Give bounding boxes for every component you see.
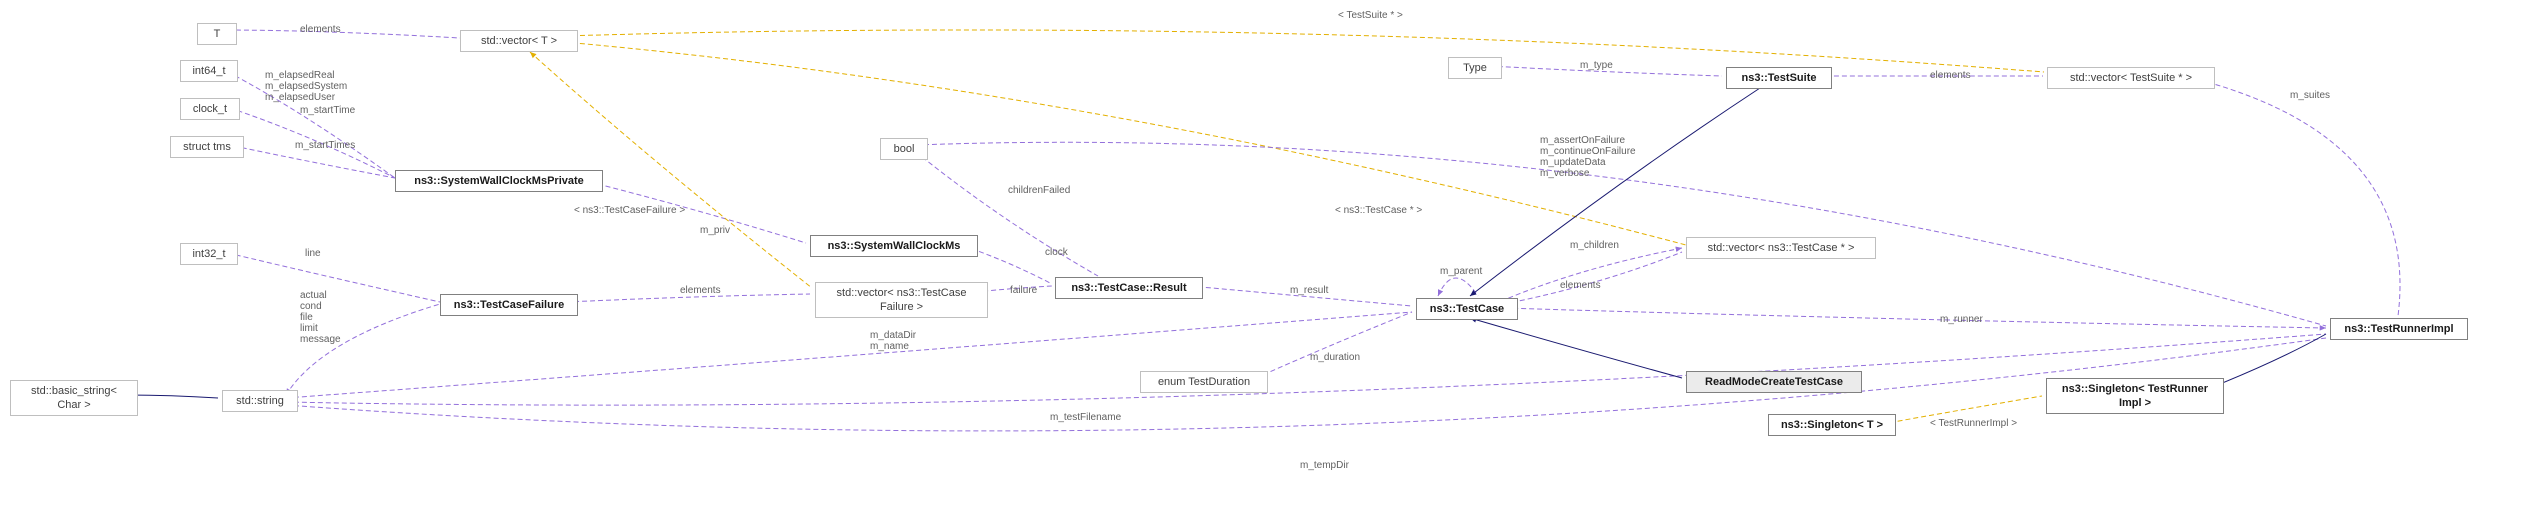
edge-label-std_string-TestCase: m_dataDirm_name [870, 330, 916, 352]
edge-label-vec_T-vec_TC: < ns3::TestCase * > [1335, 205, 1422, 216]
node-TestCase[interactable]: ns3::TestCase [1416, 298, 1518, 320]
edge-label-Type-TestSuite: m_type [1580, 60, 1613, 71]
node-ReadMode[interactable]: ReadModeCreateTestCase [1686, 371, 1862, 393]
edge-vec_TS-TestRunnerImpl [2200, 80, 2400, 316]
edge-label-Singleton_T-Singleton_TRI: < TestRunnerImpl > [1930, 418, 2017, 429]
node-vec_TC[interactable]: std::vector< ns3::TestCase * > [1686, 237, 1876, 259]
edge-basic_string-std_string [126, 395, 218, 398]
edge-Singleton_T-Singleton_TRI [1882, 396, 2042, 424]
node-TestDuration[interactable]: enum TestDuration [1140, 371, 1268, 393]
edge-label-vec_TC-TestCase: m_children [1570, 240, 1619, 251]
node-TestRunnerImpl[interactable]: ns3::TestRunnerImpl [2330, 318, 2468, 340]
edge-struct_tms-SysWallPriv [234, 146, 395, 178]
edge-label-vec_T-vec_TCF: < ns3::TestCaseFailure > [574, 205, 685, 216]
node-TestCaseFailure[interactable]: ns3::TestCaseFailure [440, 294, 578, 316]
edge-std_string-TestCaseFailure [286, 304, 440, 395]
edge-T-vec_T [220, 30, 460, 38]
edge-clock_t-SysWallPriv [230, 108, 395, 178]
edge-label-vec_T-vec_TS: < TestSuite * > [1338, 10, 1403, 21]
edge-label-bool-TC_Result: childrenFailed [1008, 185, 1070, 196]
diagram-canvas: Tint64_tclock_tstruct tmsint32_tstd::bas… [0, 0, 2545, 511]
edge-Type-TestSuite [1490, 66, 1722, 76]
edge-vec_T-vec_TC [564, 42, 1686, 245]
edge-SysWallPriv-SysWall [590, 182, 806, 243]
edge-int64_t-SysWallPriv [228, 72, 395, 178]
edge-TestCase-TestCase [1438, 278, 1478, 296]
node-int64_t[interactable]: int64_t [180, 60, 238, 82]
edge-TestDuration-TestCase [1256, 312, 1412, 378]
edge-std_string-TestRunnerImpl [286, 338, 2326, 431]
edge-std_string-TestRunnerImpl [286, 334, 2326, 405]
edge-label-clock_t-SysWallPriv: m_startTime [300, 105, 355, 116]
edge-label-TestDuration-TestCase: m_duration [1310, 352, 1360, 363]
edge-label-std_string-TestRunnerImpl: m_testFilename [1050, 412, 1121, 423]
edge-int32_t-TestCaseFailure [228, 253, 440, 302]
edge-TestCase-vec_TC [1504, 252, 1682, 304]
edge-label-std_string-TestRunnerImpl: m_tempDir [1300, 460, 1349, 471]
edge-vec_T-vec_TS [564, 30, 2044, 72]
edge-vec_TC-TestCase [1504, 248, 1682, 300]
edge-label-T-vec_T: elements [300, 24, 341, 35]
node-vec_TCF[interactable]: std::vector< ns3::TestCaseFailure > [815, 282, 988, 318]
node-TC_Result[interactable]: ns3::TestCase::Result [1055, 277, 1203, 299]
edge-label-int32_t-TestCaseFailure: line [305, 248, 321, 259]
edge-TestRunnerImpl-TestCase [1504, 308, 2326, 328]
edge-label-SysWall-TC_Result: clock [1045, 247, 1068, 258]
node-bool[interactable]: bool [880, 138, 928, 160]
edge-label-int64_t-SysWallPriv: m_elapsedRealm_elapsedSystemm_elapsedUse… [265, 70, 347, 103]
node-int32_t[interactable]: int32_t [180, 243, 238, 265]
edge-label-vec_TS-TestRunnerImpl: m_suites [2290, 90, 2330, 101]
node-vec_T[interactable]: std::vector< T > [460, 30, 578, 52]
edge-label-TestCase-TestCase: m_parent [1440, 266, 1482, 277]
node-struct_tms[interactable]: struct tms [170, 136, 244, 158]
node-SysWall[interactable]: ns3::SystemWallClockMs [810, 235, 978, 257]
node-TestSuite[interactable]: ns3::TestSuite [1726, 67, 1832, 89]
node-vec_TS[interactable]: std::vector< TestSuite * > [2047, 67, 2215, 89]
edge-TestCase-TestSuite [1470, 88, 1760, 296]
edge-TestCase-ReadMode [1470, 318, 1682, 378]
node-basic_string[interactable]: std::basic_string< Char > [10, 380, 138, 416]
edge-label-std_string-TestCaseFailure: actualcondfilelimitmessage [300, 290, 341, 345]
node-Type[interactable]: Type [1448, 57, 1502, 79]
node-clock_t[interactable]: clock_t [180, 98, 240, 120]
edge-label-TestRunnerImpl-TestCase: m_runner [1940, 314, 1983, 325]
node-Singleton_TRI[interactable]: ns3::Singleton< TestRunnerImpl > [2046, 378, 2224, 414]
edge-label-TC_Result-TestCase: m_result [1290, 285, 1328, 296]
edge-label-TestCaseFailure-vec_TCF: elements [680, 285, 721, 296]
edge-Singleton_TRI-TestRunnerImpl [2210, 334, 2326, 388]
edge-label-vec_TCF-TC_Result: failure [1010, 285, 1037, 296]
node-std_string[interactable]: std::string [222, 390, 298, 412]
edge-TC_Result-TestCase [1190, 286, 1412, 306]
node-SysWallPriv[interactable]: ns3::SystemWallClockMsPrivate [395, 170, 603, 192]
edge-label-SysWallPriv-SysWall: m_priv [700, 225, 730, 236]
edge-label-TestCase-vec_TC: elements [1560, 280, 1601, 291]
edge-label-TestSuite-vec_TS: elements [1930, 70, 1971, 81]
edge-bool-TC_Result [916, 152, 1098, 276]
edge-TestCaseFailure-vec_TCF [566, 294, 810, 302]
node-Singleton_T[interactable]: ns3::Singleton< T > [1768, 414, 1896, 436]
edge-label-bool-TestRunnerImpl: m_assertOnFailurem_continueOnFailurem_up… [1540, 135, 1636, 179]
edge-label-struct_tms-SysWallPriv: m_startTimes [295, 140, 355, 151]
node-T[interactable]: T [197, 23, 237, 45]
